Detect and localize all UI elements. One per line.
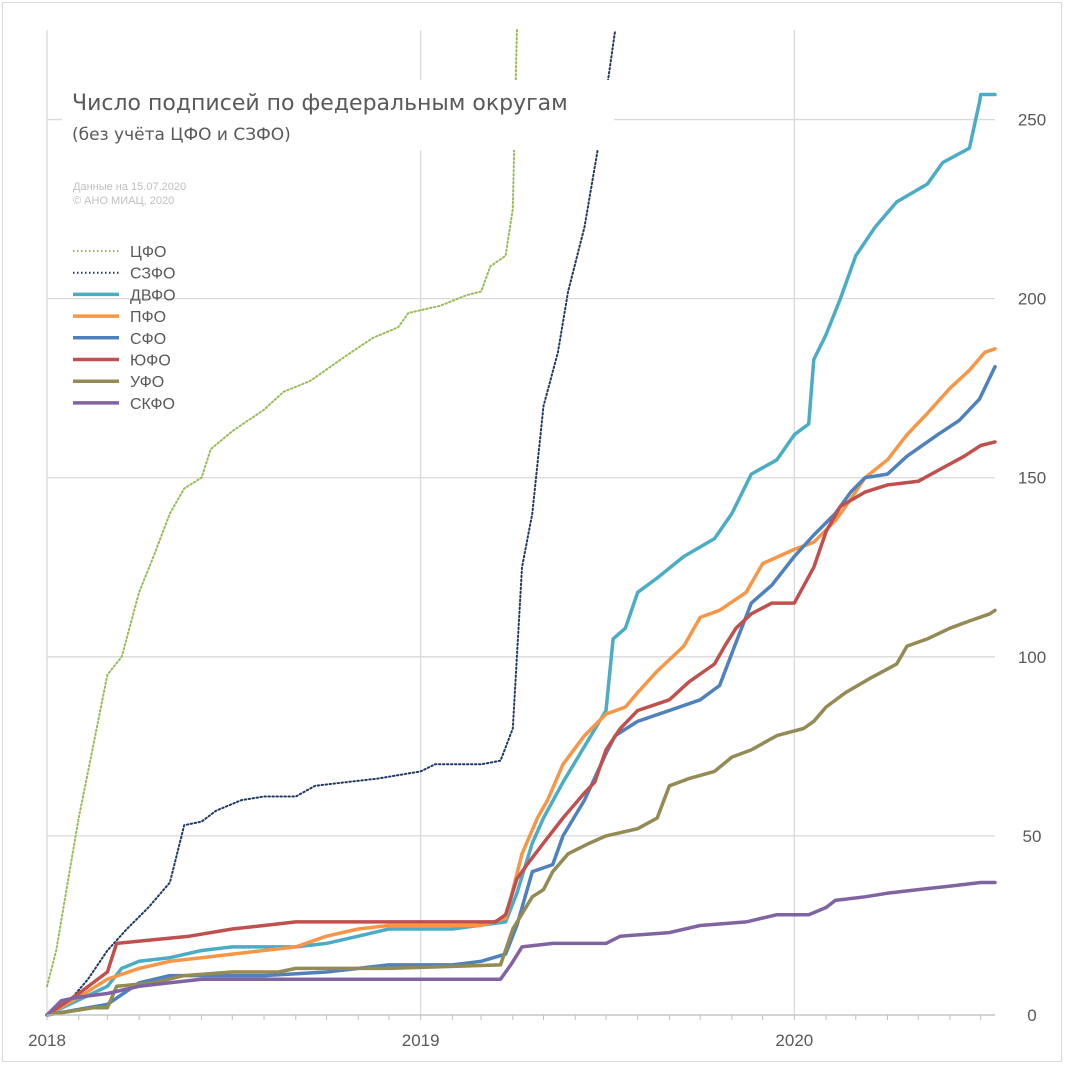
series-line-1 — [46, 29, 518, 988]
y-tick-label-50: 50 — [1023, 827, 1042, 846]
chart-title: Число подписей по федеральным округам — [72, 91, 568, 116]
legend-label-5: СФО — [130, 331, 166, 348]
legend-label-6: ЮФО — [130, 353, 171, 370]
series-lines — [45, 29, 997, 1017]
legend: ЦФО СЗФО ДВФО ПФО СФО ЮФО УФО СКФО — [73, 244, 176, 413]
series-line-3 — [45, 92, 997, 1017]
title-block: Число подписей по федеральным округам (б… — [62, 80, 614, 207]
x-tick-label-2019: 2019 — [402, 1031, 440, 1050]
x-tick-label-2018: 2018 — [28, 1031, 66, 1050]
y-tick-label-250: 250 — [1018, 111, 1046, 130]
y-tick-label-150: 150 — [1018, 469, 1046, 488]
series-line-2 — [46, 29, 617, 1016]
legend-label-4: ПФО — [130, 309, 166, 326]
legend-label-2: СЗФО — [130, 266, 175, 283]
x-tick-label-2020: 2020 — [775, 1031, 813, 1050]
y-tick-label-0: 0 — [1027, 1006, 1036, 1025]
legend-label-8: СКФО — [130, 396, 175, 413]
chart-subtitle: (без учёта ЦФО и СЗФО) — [72, 125, 291, 145]
gridlines — [46, 30, 995, 1016]
data-date-note: Данные на 15.07.2020 — [73, 181, 186, 193]
series-line-6 — [45, 440, 997, 1017]
y-tick-label-200: 200 — [1018, 290, 1046, 309]
copyright-note: © АНО МИАЦ, 2020 — [73, 195, 174, 207]
series-line-4 — [45, 347, 997, 1017]
y-tick-label-100: 100 — [1018, 648, 1046, 667]
legend-label-7: УФО — [130, 374, 164, 391]
axes: 2018 2019 2020 0 50 100 150 200 250 — [28, 111, 1046, 1050]
legend-label-3: ДВФО — [130, 287, 176, 304]
legend-label-1: ЦФО — [130, 244, 166, 261]
series-line-7 — [45, 608, 997, 1017]
series-line-8 — [45, 880, 997, 1017]
